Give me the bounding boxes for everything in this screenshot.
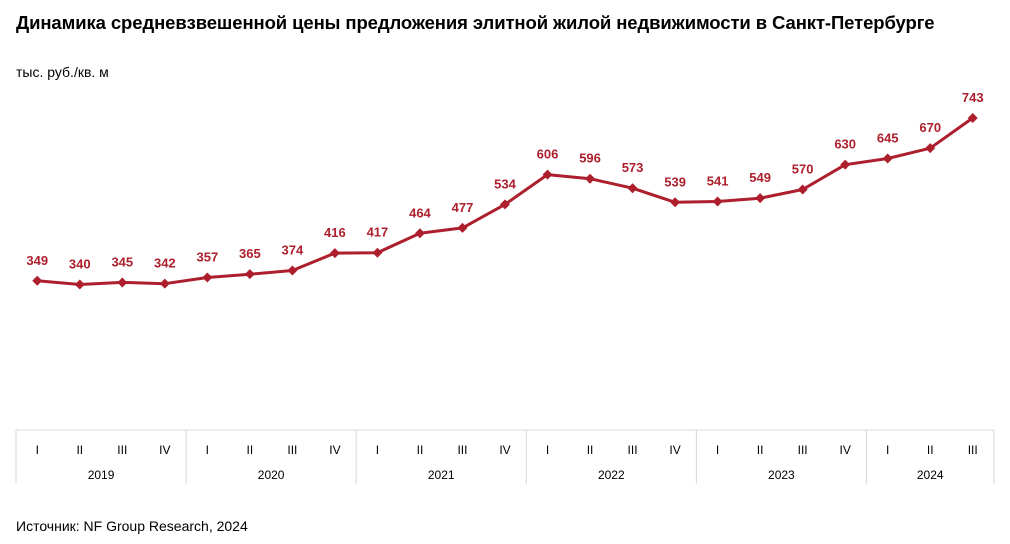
data-label: 549 [749,170,771,185]
quarter-tick-label: II [247,443,254,457]
data-label: 534 [494,176,516,191]
data-point-marker [840,159,851,170]
data-point-marker [967,112,978,123]
quarter-tick-label: I [716,443,719,457]
quarter-tick-label: I [206,443,209,457]
y-axis-unit-label: тыс. руб./кв. м [16,64,109,80]
quarter-tick-label: I [546,443,549,457]
year-label: 2021 [428,468,455,482]
quarter-tick-label: IV [159,443,170,457]
quarter-tick-label: III [628,443,638,457]
quarter-tick-label: I [886,443,889,457]
data-point-marker [414,228,425,239]
data-point-marker [117,277,128,288]
chart-title: Динамика средневзвешенной цены предложен… [16,12,935,33]
quarter-tick-label: I [36,443,39,457]
data-point-marker [457,222,468,233]
series-line-group: 349 340 345 342 357 365 374 416 417 464 477 534 606 5… [26,90,984,290]
quarter-tick-label: II [587,443,594,457]
data-label: 417 [367,225,389,240]
quarter-tick-label: II [757,443,764,457]
data-label: 357 [196,249,218,264]
quarter-tick-label: IV [329,443,340,457]
data-label: 541 [707,173,729,188]
data-point-marker [32,275,43,286]
data-label: 539 [664,174,686,189]
quarter-tick-label: IV [499,443,510,457]
data-label: 743 [962,90,984,105]
data-point-marker [627,183,638,194]
data-point-marker [712,196,723,207]
data-label: 342 [154,256,176,271]
data-point-marker [74,279,85,290]
year-label: 2019 [88,468,115,482]
data-label: 630 [834,137,856,152]
data-point-marker [755,193,766,204]
year-label: 2023 [768,468,795,482]
data-point-marker [372,247,383,258]
data-label: 670 [919,120,941,135]
quarter-tick-label: III [117,443,127,457]
quarter-tick-label: III [968,443,978,457]
data-label: 645 [877,130,899,145]
data-point-marker [797,184,808,195]
data-label: 477 [452,200,474,215]
data-point-marker [287,265,298,276]
quarter-tick-label: I [376,443,379,457]
quarter-tick-label: III [798,443,808,457]
data-label: 345 [111,254,133,269]
data-point-marker [202,272,213,283]
quarter-tick-label: IV [669,443,680,457]
source-note: Источник: NF Group Research, 2024 [16,518,248,534]
data-label: 606 [537,147,559,162]
quarter-tick-label: II [76,443,83,457]
year-label: 2022 [598,468,625,482]
quarter-tick-label: II [927,443,934,457]
data-point-marker [500,199,510,210]
data-label: 570 [792,161,814,176]
quarter-tick-label: IV [840,443,851,457]
year-label: 2020 [258,468,285,482]
data-point-marker [670,197,681,208]
data-label: 374 [282,242,304,257]
data-point-marker [244,269,255,280]
data-label: 464 [409,205,431,220]
data-point-marker [159,278,170,289]
data-point-marker [925,143,936,154]
data-label: 416 [324,225,346,240]
quarter-tick-label: III [287,443,297,457]
data-label: 340 [69,257,91,272]
quarter-tick-label: II [417,443,424,457]
data-label: 573 [622,160,644,175]
data-label: 349 [26,253,48,268]
data-point-marker [329,248,340,259]
data-label: 596 [579,151,601,166]
data-label: 365 [239,246,261,261]
data-point-marker [542,169,553,180]
data-point-marker [882,153,893,164]
quarter-tick-label: III [457,443,467,457]
year-label: 2024 [917,468,944,482]
data-point-marker [585,173,596,184]
